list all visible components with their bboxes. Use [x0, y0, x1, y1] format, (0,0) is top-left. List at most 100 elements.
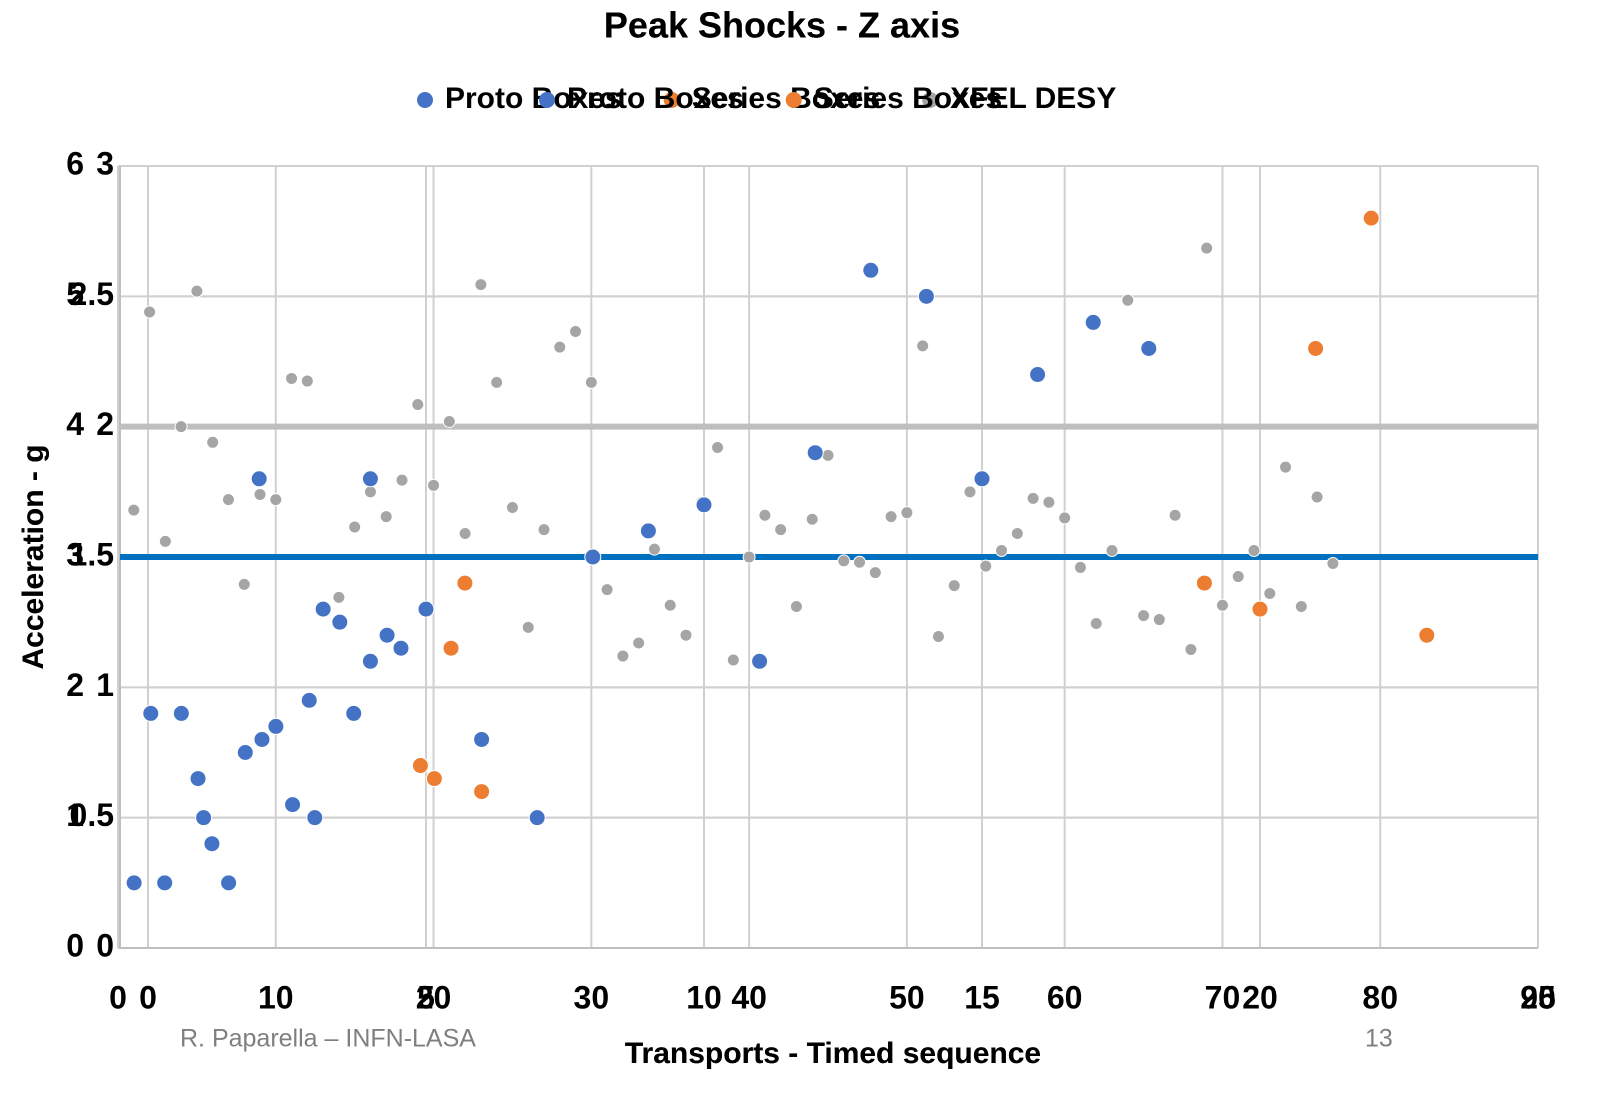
point — [473, 783, 491, 801]
point — [206, 435, 220, 449]
point — [1121, 293, 1135, 307]
point — [1026, 491, 1040, 505]
point — [195, 809, 213, 827]
point — [189, 770, 207, 788]
point — [584, 548, 602, 566]
point — [632, 636, 646, 650]
legend-label: Proto Boxes — [445, 82, 622, 115]
y-tick-label: 1 — [96, 667, 114, 703]
point — [190, 284, 204, 298]
point — [411, 398, 425, 412]
point — [1137, 609, 1151, 623]
x-axis-title: Transports - Timed sequence — [625, 1037, 1041, 1070]
chart-title: Peak Shocks - Z axis — [604, 5, 960, 46]
point — [1058, 511, 1072, 525]
x-tick-label: 90 — [1520, 979, 1556, 1015]
point — [569, 325, 583, 339]
x-tick-label: 80 — [1362, 979, 1398, 1015]
y-tick-label: 3 — [96, 145, 114, 181]
x-tick-label: 0 — [139, 979, 157, 1015]
point — [774, 523, 788, 537]
point — [584, 375, 598, 389]
point — [973, 470, 991, 488]
y-tick-label: 5 — [66, 276, 84, 312]
legend-marker — [785, 92, 802, 108]
point — [458, 527, 472, 541]
point — [679, 628, 693, 642]
point — [1362, 209, 1380, 227]
point — [963, 485, 977, 499]
y-tick-label: 0.5 — [70, 797, 114, 833]
point — [1042, 495, 1056, 509]
x-tick-label: 30 — [574, 979, 610, 1015]
point — [442, 639, 460, 657]
legend-marker — [539, 92, 555, 108]
point — [639, 522, 657, 540]
point — [979, 559, 993, 573]
x-tick-label: 20 — [1242, 979, 1278, 1015]
point — [1247, 543, 1261, 557]
point — [253, 730, 271, 748]
point — [1168, 508, 1182, 522]
point — [1418, 626, 1436, 644]
point — [806, 444, 824, 462]
point — [947, 579, 961, 593]
point — [363, 485, 377, 499]
point — [345, 704, 363, 722]
point — [395, 473, 409, 487]
point — [300, 374, 314, 388]
point — [521, 620, 535, 634]
point — [805, 512, 819, 526]
point — [221, 493, 235, 507]
point — [332, 590, 346, 604]
point — [742, 550, 756, 564]
point — [174, 420, 188, 434]
point — [236, 744, 254, 761]
point — [172, 704, 190, 722]
y-tick-label: 0 — [96, 927, 114, 963]
legend-label: Proto Boxes — [567, 82, 744, 115]
point — [348, 520, 362, 534]
point — [1231, 570, 1245, 584]
point — [758, 508, 772, 522]
point — [1294, 600, 1308, 614]
point — [456, 574, 474, 592]
point — [1073, 560, 1087, 574]
point — [528, 809, 546, 827]
point — [143, 305, 157, 319]
point — [1200, 241, 1214, 255]
x-tick-label: 5 — [417, 979, 435, 1015]
point — [616, 649, 630, 663]
point — [378, 626, 396, 644]
point — [127, 503, 141, 517]
point — [1307, 339, 1325, 357]
point — [331, 613, 349, 631]
point — [1029, 366, 1047, 384]
point — [442, 414, 456, 428]
point — [267, 717, 285, 735]
point — [1152, 613, 1166, 627]
point — [1084, 313, 1102, 331]
x-tick-label: 25 — [1520, 979, 1556, 1015]
legend-marker — [663, 92, 680, 108]
y-axis-title: Acceleration - g — [17, 444, 50, 669]
point — [505, 500, 519, 514]
point — [1263, 586, 1277, 600]
legend-marker — [922, 92, 939, 108]
point — [379, 510, 393, 524]
point — [473, 730, 491, 748]
point — [647, 542, 661, 556]
point — [427, 478, 441, 492]
point — [751, 652, 769, 670]
x-tick-label: 60 — [1047, 979, 1083, 1015]
point — [663, 598, 677, 612]
y-tick-label: 6 — [66, 145, 84, 181]
point — [917, 287, 935, 305]
point — [314, 600, 332, 618]
point — [1140, 339, 1158, 357]
x-tick-label: 10 — [686, 979, 722, 1015]
point — [900, 506, 914, 520]
point — [253, 487, 267, 501]
point — [1310, 490, 1324, 504]
point — [269, 493, 283, 507]
